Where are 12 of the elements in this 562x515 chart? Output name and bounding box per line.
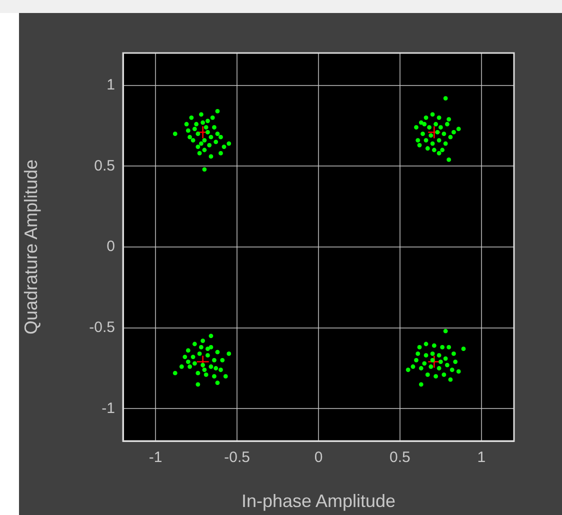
y-tick-label: 1 [106, 76, 115, 94]
y-tick-label: -1 [102, 400, 115, 417]
y-tick-label: 0.5 [94, 157, 115, 174]
y-tick-label: -0.5 [89, 318, 115, 336]
x-tick-label: 0.5 [390, 449, 410, 466]
y-tick-label: 0 [106, 238, 115, 256]
x-tick-label: -0.5 [224, 449, 250, 466]
x-tick-label: 1 [477, 449, 486, 466]
y-axis-title: Quadrature Amplitude [20, 159, 41, 335]
x-tick-label: 0 [314, 449, 323, 466]
x-tick-label: -1 [148, 449, 162, 466]
x-axis-title: In-phase Amplitude [241, 491, 396, 512]
